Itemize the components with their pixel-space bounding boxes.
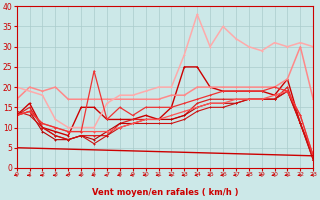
X-axis label: Vent moyen/en rafales ( km/h ): Vent moyen/en rafales ( km/h ) [92, 188, 238, 197]
